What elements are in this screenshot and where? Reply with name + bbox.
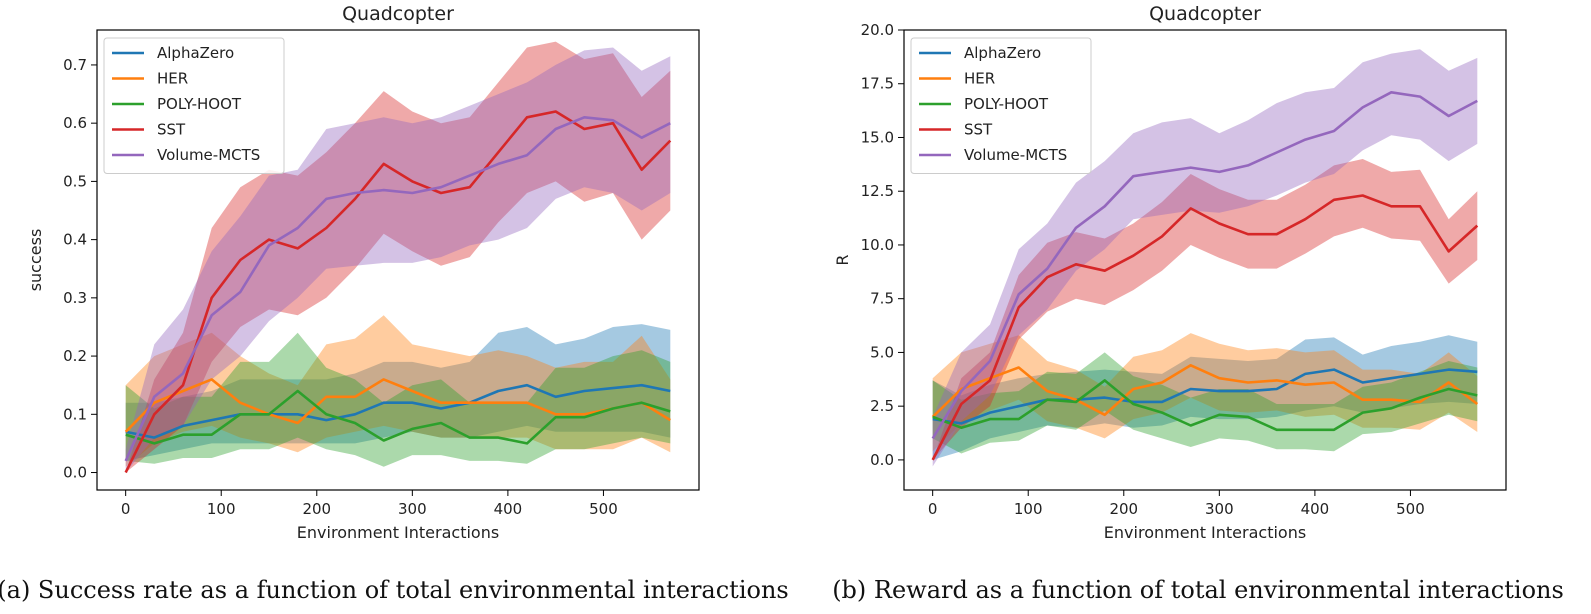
legend-label-sst: SST	[964, 121, 993, 139]
line-alphazero	[932, 368, 1478, 425]
y-axis-label: success	[26, 229, 45, 292]
legend: AlphaZero HER POLY-HOOT SST Volume-MCTS	[103, 37, 285, 174]
line-volume-mcts	[931, 91, 1478, 440]
legend-label-volume-mcts: Volume-MCTS	[964, 146, 1067, 164]
y-tick-label: 10.0	[861, 236, 894, 254]
line-sst	[931, 194, 1479, 461]
band-poly-hoot	[932, 352, 1478, 454]
band-sst	[932, 159, 1478, 460]
y-tick-label: 0.0	[63, 464, 87, 482]
legend: AlphaZero HER POLY-HOOT SST Volume-MCTS	[910, 37, 1092, 174]
legend-label-her: HER	[157, 70, 188, 88]
band-alphazero	[932, 335, 1478, 460]
y-tick-label: 7.5	[870, 290, 894, 308]
x-axis-label: Environment Interactions	[297, 523, 499, 542]
y-tick-label: 0.2	[63, 347, 87, 365]
y-tick-label: 0.0	[870, 451, 894, 469]
x-tick-label: 500	[589, 500, 618, 518]
band-alphazero	[125, 324, 671, 461]
x-axis-label: Environment Interactions	[1104, 523, 1306, 542]
y-tick-label: 0.7	[63, 56, 87, 74]
x-tick-label: 200	[302, 500, 331, 518]
x-tick-label: 0	[121, 500, 131, 518]
y-tick-label: 0.5	[63, 172, 87, 190]
x-tick-label: 0	[928, 500, 938, 518]
band-her	[932, 333, 1478, 452]
line-volume-mcts	[124, 116, 671, 462]
y-tick-label: 0.4	[63, 231, 87, 249]
line-her	[124, 378, 671, 433]
legend-label-poly-hoot: POLY-HOOT	[964, 95, 1049, 113]
y-tick-label: 2.5	[870, 397, 894, 415]
plot-frame	[903, 29, 1507, 491]
line-alphazero	[125, 383, 671, 439]
y-tick-label: 12.5	[861, 182, 894, 200]
line-poly-hoot	[932, 379, 1478, 432]
y-axis-label: R	[833, 254, 852, 265]
y-tick-label: 0.3	[63, 289, 87, 307]
legend-label-her: HER	[964, 70, 995, 88]
figure-caption: (a) Success rate as a function of total …	[0, 576, 789, 604]
y-tick-label: 0.6	[63, 114, 87, 132]
band-volume-mcts	[932, 49, 1478, 467]
band-volume-mcts	[125, 47, 671, 473]
legend-box	[103, 37, 285, 174]
legend-label-volume-mcts: Volume-MCTS	[157, 146, 260, 164]
x-tick-label: 100	[207, 500, 236, 518]
x-tick-label: 300	[1205, 500, 1234, 518]
chart-title: Quadcopter	[342, 3, 454, 25]
legend-box	[910, 37, 1092, 174]
legend-label-alphazero: AlphaZero	[157, 44, 234, 62]
band-her	[125, 315, 671, 467]
chart-success-rate: Quadcopter 0 100 200 300 400 500 0.0 0.1 0.2 0.3 0.…	[0, 3, 789, 604]
x-tick-label: 400	[494, 500, 523, 518]
legend-label-alphazero: AlphaZero	[964, 44, 1041, 62]
legend-label-poly-hoot: POLY-HOOT	[157, 95, 242, 113]
x-tick-label: 100	[1014, 500, 1043, 518]
line-her	[931, 363, 1479, 418]
chart-title: Quadcopter	[1149, 3, 1261, 25]
band-poly-hoot	[125, 332, 671, 467]
y-tick-label: 15.0	[861, 128, 894, 146]
x-tick-label: 500	[1396, 500, 1425, 518]
figure-caption: (b) Reward as a function of total enviro…	[832, 576, 1564, 604]
x-tick-label: 300	[398, 500, 427, 518]
plot-frame	[96, 29, 700, 491]
y-tick-label: 20.0	[861, 21, 894, 39]
line-poly-hoot	[125, 389, 671, 445]
y-tick-label: 0.1	[63, 405, 87, 423]
y-tick-label: 5.0	[870, 343, 894, 361]
x-tick-label: 400	[1301, 500, 1330, 518]
y-tick-label: 17.5	[861, 75, 894, 93]
line-sst	[124, 110, 672, 474]
chart-reward: Quadcopter 0 100 200 300 400 500 0.0 2.5 5.0 7.5 10…	[832, 3, 1564, 604]
legend-label-sst: SST	[157, 121, 186, 139]
x-tick-label: 200	[1109, 500, 1138, 518]
